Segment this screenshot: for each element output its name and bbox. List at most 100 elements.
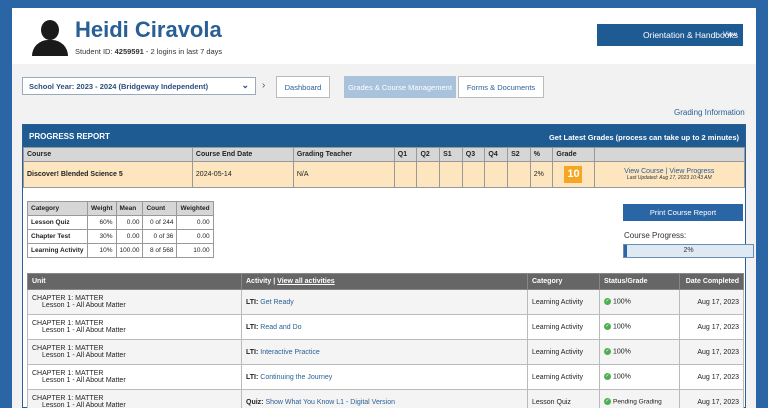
course-percent: 2% xyxy=(529,161,554,188)
table-row: CHAPTER 1: MATTER Lesson 1 - All About Ma… xyxy=(27,314,744,340)
column-header: Date Completed xyxy=(679,273,744,290)
check-circle-icon: ✓ xyxy=(604,323,611,331)
grade-q3 xyxy=(461,161,486,188)
course-end-date: 2024-05-14 xyxy=(191,161,294,188)
activity-cell: LTI: Interactive Practice xyxy=(241,339,528,365)
view-all-activities-link[interactable]: View all activities xyxy=(277,278,335,285)
course-grades-table: Course Course End Date Grading Teacher Q… xyxy=(23,147,746,188)
status-value: 100% xyxy=(613,373,631,381)
tab-dashboard[interactable]: Dashboard xyxy=(276,76,330,98)
date-completed-cell: Aug 17, 2023 xyxy=(679,314,744,340)
page: Heidi Ciravola Student ID: 4259591 - 2 l… xyxy=(12,8,756,408)
column-header: S2 xyxy=(507,147,531,162)
category-count: 0 of 244 xyxy=(142,215,178,230)
category-cell: Learning Activity xyxy=(527,339,600,365)
grading-information-link[interactable]: Grading Information xyxy=(674,108,745,117)
column-header-activity: Activity | View all activities xyxy=(241,273,528,290)
category-cell: Learning Activity xyxy=(527,314,600,340)
activity-cell: Quiz: Show What You Know L1 - Digital Ve… xyxy=(241,389,528,408)
category-weighted: 0.00 xyxy=(176,215,214,230)
table-row: CHAPTER 1: MATTER Lesson 1 - All About Ma… xyxy=(27,364,744,390)
avatar-head-shape xyxy=(41,20,59,40)
category-weight: 10% xyxy=(87,243,117,258)
progress-report-title: PROGRESS REPORT xyxy=(29,132,110,141)
category-row: Chapter Test 30% 0.00 0 of 36 0.00 xyxy=(27,229,214,244)
grade-s2 xyxy=(507,161,531,188)
activity-link[interactable]: Interactive Practice xyxy=(260,348,320,356)
chevron-down-icon: ⌄ xyxy=(241,80,249,90)
course-links: View Course | View Progress xyxy=(598,168,741,175)
print-course-report-button[interactable]: Print Course Report xyxy=(623,204,743,221)
progress-report-panel: PROGRESS REPORT Get Latest Grades (proce… xyxy=(22,124,754,408)
unit-lesson: Lesson 1 - All About Matter xyxy=(42,302,126,309)
check-circle-icon: ✓ xyxy=(604,398,611,406)
login-count: - 2 logins in last 7 days xyxy=(143,47,223,56)
course-progress-label: Course Progress: xyxy=(624,231,687,240)
grade-cell: 10 xyxy=(552,161,595,188)
orientation-view-link[interactable]: View xyxy=(723,31,737,38)
activity-link[interactable]: Read and Do xyxy=(260,323,302,331)
check-circle-icon: ✓ xyxy=(604,298,611,306)
activity-type: LTI: xyxy=(246,373,259,381)
category-weighted: 10.00 xyxy=(176,243,214,258)
unit-chapter: CHAPTER 1: MATTER xyxy=(32,320,104,327)
grade-s1 xyxy=(439,161,463,188)
category-weight: 30% xyxy=(87,229,117,244)
activity-type: LTI: xyxy=(246,348,259,356)
tab-grades-course-management[interactable]: Grades & Course Management xyxy=(344,76,456,98)
student-id-label: Student ID: xyxy=(75,47,115,56)
unit-cell: CHAPTER 1: MATTER Lesson 1 - All About Ma… xyxy=(27,289,242,315)
student-name: Heidi Ciravola xyxy=(75,17,222,42)
activity-link[interactable]: Show What You Know L1 - Digital Version xyxy=(265,398,396,406)
column-header: S1 xyxy=(439,147,463,162)
category-row: Lesson Quiz 60% 0.00 0 of 244 0.00 xyxy=(27,215,214,230)
column-header: Grading Teacher xyxy=(292,147,395,162)
category-name: Chapter Test xyxy=(27,229,88,244)
unit-cell: CHAPTER 1: MATTER Lesson 1 - All About Ma… xyxy=(27,314,242,340)
column-header: Q1 xyxy=(393,147,418,162)
course-progress-fill xyxy=(624,245,627,257)
activities-body: CHAPTER 1: MATTER Lesson 1 - All About Ma… xyxy=(27,289,744,408)
category-weighted: 0.00 xyxy=(176,229,214,244)
tab-forms-documents[interactable]: Forms & Documents xyxy=(458,76,544,98)
unit-cell: CHAPTER 1: MATTER Lesson 1 - All About Ma… xyxy=(27,364,242,390)
grade-q2 xyxy=(416,161,441,188)
course-progress-bar: 2% xyxy=(623,244,754,258)
category-name: Learning Activity xyxy=(27,243,88,258)
course-links-cell: View Course | View Progress Last Updated… xyxy=(593,161,746,188)
column-header: Course xyxy=(23,147,193,162)
course-progress-value: 2% xyxy=(683,247,694,254)
status-value: 100% xyxy=(613,323,631,331)
activity-cell: LTI: Get Ready xyxy=(241,289,528,315)
unit-lesson: Lesson 1 - All About Matter xyxy=(42,327,126,334)
unit-chapter: CHAPTER 1: MATTER xyxy=(32,345,104,352)
school-year-select[interactable]: School Year: 2023 - 2024 (Bridgeway Inde… xyxy=(22,77,256,95)
column-header: Weight xyxy=(87,201,117,216)
check-circle-icon: ✓ xyxy=(604,348,611,356)
column-header: Count xyxy=(142,201,178,216)
activity-link[interactable]: Get Ready xyxy=(260,298,294,306)
column-header: Category xyxy=(27,201,88,216)
school-year-value: School Year: 2023 - 2024 (Bridgeway Inde… xyxy=(29,82,209,91)
category-row: Learning Activity 10% 100.00 8 of 568 10… xyxy=(27,243,214,258)
orientation-handbooks-button[interactable]: Orientation & Handbooks View xyxy=(597,24,743,46)
unit-lesson: Lesson 1 - All About Matter xyxy=(42,352,126,359)
student-header: Heidi Ciravola Student ID: 4259591 - 2 l… xyxy=(12,8,756,64)
view-course-link[interactable]: View Course xyxy=(624,168,664,175)
unit-cell: CHAPTER 1: MATTER Lesson 1 - All About Ma… xyxy=(27,389,242,408)
view-progress-link[interactable]: View Progress xyxy=(669,168,715,175)
category-weights-table: Category Weight Mean Count Weighted Less… xyxy=(27,201,214,258)
column-header: Status/Grade xyxy=(599,273,680,290)
category-count: 8 of 568 xyxy=(142,243,178,258)
status-value: Pending Grading xyxy=(613,398,662,406)
status-value: 100% xyxy=(613,298,631,306)
unit-cell: CHAPTER 1: MATTER Lesson 1 - All About Ma… xyxy=(27,339,242,365)
category-cell: Lesson Quiz xyxy=(527,389,600,408)
status-cell: ✓ Pending Grading xyxy=(599,389,680,408)
activity-link[interactable]: Continuing the Journey xyxy=(260,373,333,381)
table-row: CHAPTER 1: MATTER Lesson 1 - All About Ma… xyxy=(27,289,744,315)
status-cell: ✓ 100% xyxy=(599,339,680,365)
course-name: Discover! Blended Science 5 xyxy=(23,161,193,188)
get-latest-grades-link[interactable]: Get Latest Grades (process can take up t… xyxy=(548,133,739,142)
category-cell: Learning Activity xyxy=(527,364,600,390)
